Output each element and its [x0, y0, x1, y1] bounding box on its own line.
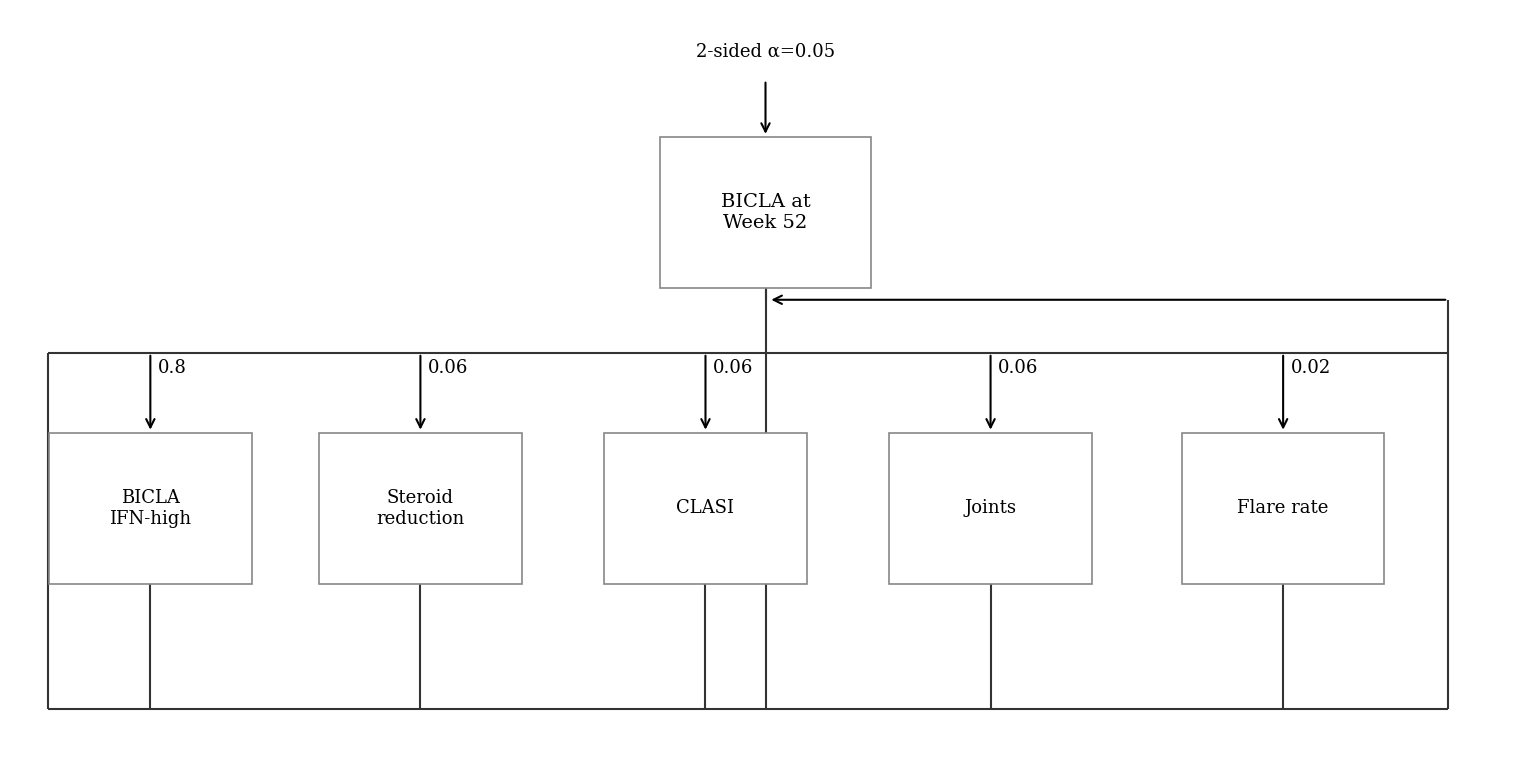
FancyBboxPatch shape: [660, 137, 871, 289]
Text: 0.02: 0.02: [1291, 359, 1330, 377]
Text: 0.06: 0.06: [998, 359, 1038, 377]
Text: Flare rate: Flare rate: [1237, 499, 1329, 517]
Text: 2-sided α=0.05: 2-sided α=0.05: [697, 43, 834, 61]
FancyBboxPatch shape: [49, 433, 251, 584]
Text: BICLA
IFN-high: BICLA IFN-high: [109, 489, 191, 528]
Text: 0.06: 0.06: [713, 359, 753, 377]
Text: 0.8: 0.8: [158, 359, 187, 377]
FancyBboxPatch shape: [605, 433, 807, 584]
Text: Steroid
reduction: Steroid reduction: [377, 489, 464, 528]
Text: CLASI: CLASI: [677, 499, 735, 517]
FancyBboxPatch shape: [1182, 433, 1384, 584]
Text: Joints: Joints: [965, 499, 1017, 517]
FancyBboxPatch shape: [890, 433, 1092, 584]
Text: BICLA at
Week 52: BICLA at Week 52: [721, 194, 810, 232]
Text: 0.06: 0.06: [429, 359, 468, 377]
FancyBboxPatch shape: [318, 433, 522, 584]
